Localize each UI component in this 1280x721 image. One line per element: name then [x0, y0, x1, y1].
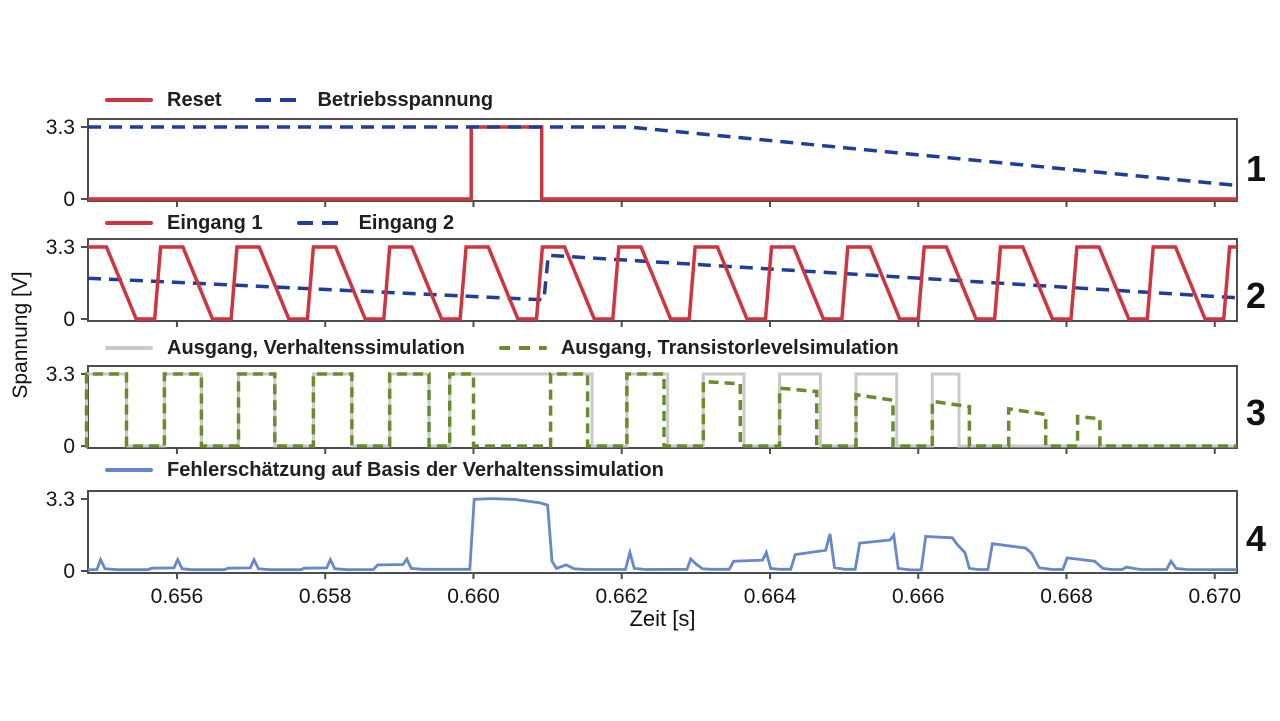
y-tick-label: 0: [63, 435, 75, 458]
legend-label: Betriebsspannung: [317, 88, 494, 111]
legend-entry: Fehlerschätzung auf Basis der Verhaltens…: [105, 459, 664, 482]
y-tick-label: 3.3: [46, 363, 75, 386]
x-tick-label: 0.662: [595, 585, 648, 608]
legend-line-sample: [105, 468, 153, 472]
panel-4-legend: Fehlerschätzung auf Basis der Verhaltens…: [105, 458, 664, 482]
y-axis-label: Spannung [V]: [9, 271, 32, 399]
legend-label: Ausgang, Verhaltenssimulation: [167, 336, 465, 359]
legend-line-sample: [105, 221, 153, 225]
x-tick-label: 0.660: [447, 585, 500, 608]
panel-2-frame: [87, 238, 1238, 322]
legend-label: Reset: [167, 88, 222, 111]
series-eingang-2: [87, 253, 1238, 302]
legend-line-sample: [105, 346, 153, 350]
legend-entry: Eingang 1: [105, 212, 263, 235]
panel-3-legend: Ausgang, Verhaltenssimulation Ausgang, Tr…: [105, 336, 899, 360]
panel-number-1: 1: [1246, 148, 1267, 189]
legend-entry: Betriebsspannung: [255, 89, 493, 112]
y-tick-label: 3.3: [46, 236, 75, 259]
panel-2-legend: Eingang 1 Eingang 2: [105, 211, 454, 235]
legend-line-sample: [105, 98, 153, 102]
x-tick-label: 0.670: [1188, 585, 1241, 608]
x-tick-label: 0.656: [151, 585, 204, 608]
series-eingang-1: [88, 245, 1237, 321]
legend-label: Eingang 1: [167, 211, 263, 234]
legend-entry: Ausgang, Transistorlevelsimulation: [498, 336, 899, 360]
legend-label: Eingang 2: [358, 211, 455, 234]
panel-number-3: 3: [1246, 392, 1267, 433]
y-tick-label: 3.3: [46, 488, 75, 511]
y-tick-label: 3.3: [46, 116, 75, 139]
legend-label: Ausgang, Transistorlevelsimulation: [560, 336, 899, 359]
series-betriebsspannung: [88, 125, 1238, 188]
legend-entry: Eingang 2: [296, 211, 455, 235]
legend-line-sample: [296, 221, 345, 225]
series-ausgang-transistorlevelsimulation: [84, 372, 1237, 448]
x-tick-label: 0.664: [744, 585, 797, 608]
panel-1-legend: Reset Betriebsspannung: [105, 88, 493, 112]
x-tick-label: 0.658: [299, 585, 352, 608]
y-tick-label: 0: [63, 188, 75, 211]
panel-number-4: 4: [1246, 518, 1267, 559]
x-axis-label: Zeit [s]: [629, 606, 696, 631]
x-tick-label: 0.666: [892, 585, 945, 608]
y-tick-label: 0: [63, 308, 75, 331]
y-tick-label: 0: [63, 560, 75, 583]
x-tick-label: 0.668: [1040, 585, 1093, 608]
legend-entry: Ausgang, Verhaltenssimulation: [105, 337, 465, 360]
series-fehlerschaetzung: [87, 497, 1238, 572]
panel-1-frame: [87, 118, 1238, 202]
legend-line-sample: [255, 98, 304, 102]
legend-label: Fehlerschätzung auf Basis der Verhaltens…: [167, 458, 664, 481]
panel-number-2: 2: [1246, 275, 1267, 316]
legend-entry: Reset: [105, 89, 221, 112]
panel-4-frame: [87, 490, 1238, 574]
series-ausgang-verhaltenssimulation: [85, 372, 1237, 448]
series-reset: [88, 125, 1237, 201]
legend-line-sample: [498, 346, 547, 350]
